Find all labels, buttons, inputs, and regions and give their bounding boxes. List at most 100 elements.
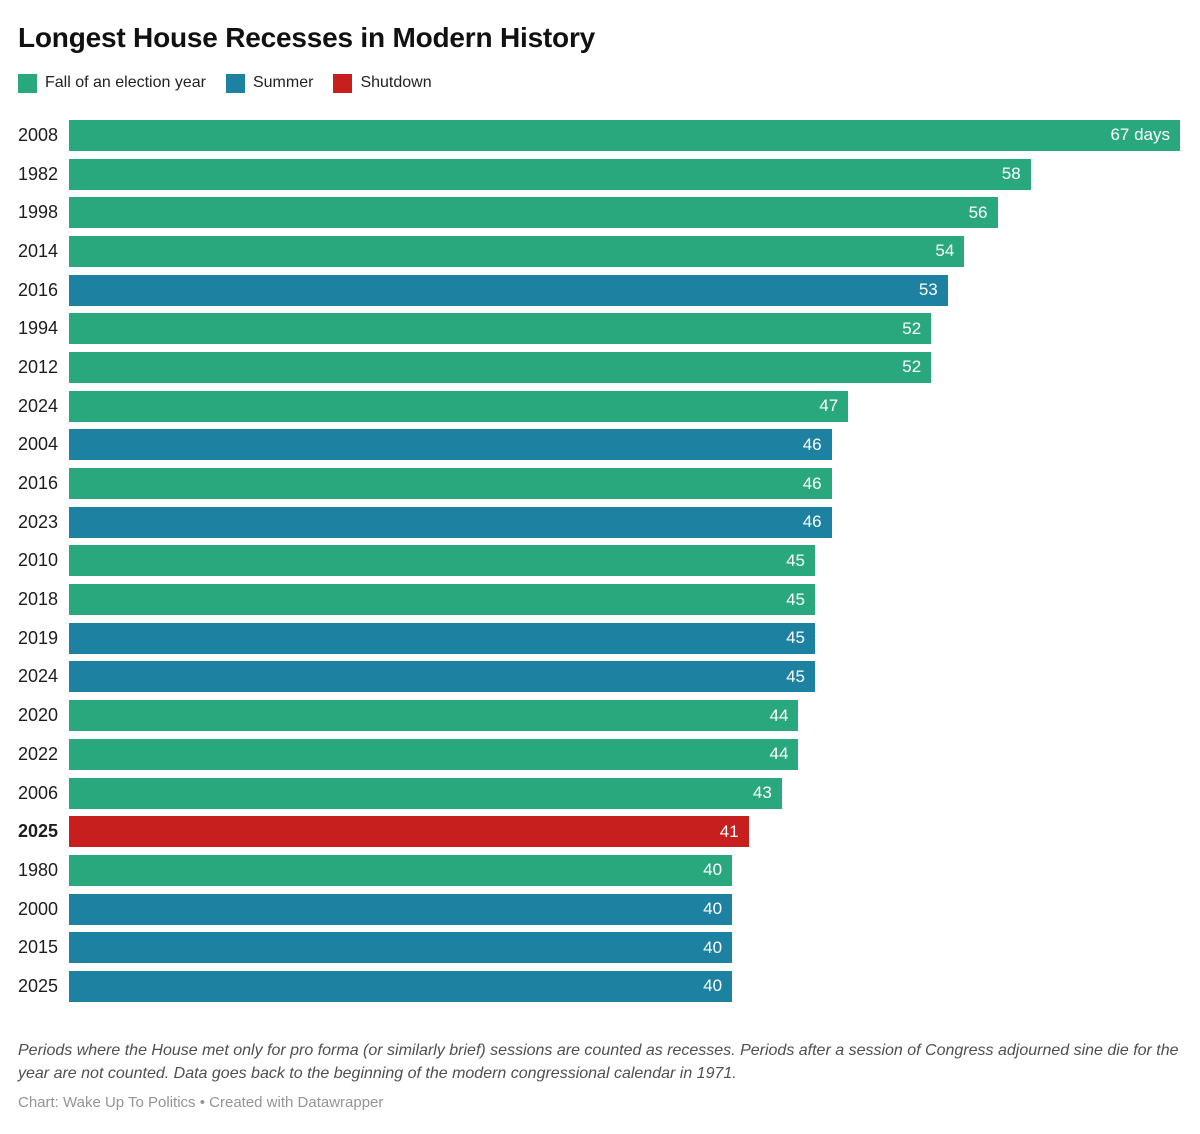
bar-value-label: 41 bbox=[719, 821, 739, 841]
bar-value-label: 67 days bbox=[1110, 125, 1170, 145]
bar[interactable]: 45 bbox=[68, 584, 816, 616]
bar[interactable]: 44 bbox=[68, 738, 799, 770]
chart-row: 2025 41 bbox=[18, 812, 1180, 851]
bar-value-label: 43 bbox=[752, 783, 772, 803]
bar[interactable]: 46 bbox=[68, 506, 832, 538]
chart-row: 2004 46 bbox=[18, 426, 1180, 465]
legend-swatch-icon bbox=[18, 73, 37, 93]
bar-value-label: 40 bbox=[703, 860, 723, 880]
year-label: 1998 bbox=[18, 202, 59, 223]
year-label: 2014 bbox=[18, 240, 59, 261]
year-label: 2006 bbox=[18, 782, 59, 803]
bar-track: 40 bbox=[68, 932, 1181, 964]
bar[interactable]: 52 bbox=[68, 313, 932, 345]
bar-track: 58 bbox=[68, 158, 1181, 190]
bar[interactable]: 40 bbox=[68, 932, 733, 964]
year-label: 2022 bbox=[18, 743, 59, 764]
bar-track: 44 bbox=[68, 738, 1181, 770]
chart-title: Longest House Recesses in Modern History bbox=[18, 22, 596, 53]
year-label: 2023 bbox=[18, 511, 59, 532]
year-label: 1980 bbox=[18, 859, 59, 880]
bar-value-label: 46 bbox=[802, 473, 822, 493]
bar[interactable]: 46 bbox=[68, 429, 832, 461]
bar[interactable]: 47 bbox=[68, 390, 849, 422]
bar-track: 53 bbox=[68, 274, 1181, 306]
bar-value-label: 44 bbox=[769, 705, 789, 725]
chart-note: Periods where the House met only for pro… bbox=[18, 1041, 1179, 1082]
chart-row: 1998 56 bbox=[18, 193, 1180, 232]
bar-value-label: 46 bbox=[802, 434, 822, 454]
bar[interactable]: 40 bbox=[68, 893, 733, 925]
year-label: 2016 bbox=[18, 473, 59, 494]
bar[interactable]: 58 bbox=[68, 158, 1031, 190]
chart-row: 2018 45 bbox=[18, 580, 1180, 619]
chart-row: 2019 45 bbox=[18, 619, 1180, 658]
chart-row: 2010 45 bbox=[18, 542, 1180, 581]
chart-row: 2016 46 bbox=[18, 464, 1180, 503]
bar[interactable]: 53 bbox=[68, 274, 948, 306]
bar-track: 47 bbox=[68, 390, 1181, 422]
bar[interactable]: 52 bbox=[68, 351, 932, 383]
bar-track: 43 bbox=[68, 777, 1181, 809]
legend-swatch-icon bbox=[333, 73, 353, 93]
bar-value-label: 45 bbox=[786, 550, 806, 570]
legend-item: Summer bbox=[225, 73, 314, 93]
year-label: 2024 bbox=[18, 395, 59, 416]
bar-track: 46 bbox=[68, 506, 1181, 538]
legend-swatch-icon bbox=[225, 73, 245, 93]
bar[interactable]: 40 bbox=[68, 970, 733, 1002]
bar[interactable]: 44 bbox=[68, 700, 799, 732]
bar-track: 54 bbox=[68, 235, 1181, 267]
bar[interactable]: 45 bbox=[68, 661, 816, 693]
chart-row: 1994 52 bbox=[18, 309, 1180, 348]
bar-track: 40 bbox=[68, 854, 1181, 886]
bar[interactable]: 43 bbox=[68, 777, 782, 809]
chart-row: 2022 44 bbox=[18, 735, 1180, 774]
bar-track: 45 bbox=[68, 661, 1181, 693]
bar-track: 44 bbox=[68, 700, 1181, 732]
bar[interactable]: 67 days bbox=[68, 119, 1180, 151]
bar-chart: 2008 67 days 1982 58 1998 56 2014 54 bbox=[18, 116, 1180, 1006]
chart-row: 2000 40 bbox=[18, 890, 1180, 929]
bar-value-label: 45 bbox=[786, 666, 806, 686]
bar[interactable]: 45 bbox=[68, 622, 816, 654]
bar[interactable]: 56 bbox=[68, 197, 998, 229]
year-label: 2020 bbox=[18, 705, 59, 726]
legend: Fall of an election year Summer Shutdown bbox=[18, 73, 1180, 93]
bar-value-label: 54 bbox=[935, 241, 955, 261]
bar-value-label: 40 bbox=[703, 937, 723, 957]
bar[interactable]: 45 bbox=[68, 545, 816, 577]
chart-row: 2024 47 bbox=[18, 387, 1180, 426]
year-label: 2019 bbox=[18, 627, 59, 648]
year-label: 2015 bbox=[18, 937, 59, 958]
chart-row: 2015 40 bbox=[18, 928, 1180, 967]
chart-row: 2024 45 bbox=[18, 658, 1180, 697]
legend-item: Shutdown bbox=[333, 73, 432, 93]
bar[interactable]: 46 bbox=[68, 468, 832, 500]
chart-row: 2025 40 bbox=[18, 967, 1180, 1006]
year-label: 2004 bbox=[18, 434, 59, 455]
bar-value-label: 56 bbox=[968, 202, 988, 222]
bar[interactable]: 54 bbox=[68, 235, 965, 267]
bar[interactable]: 40 bbox=[68, 854, 733, 886]
bar-track: 40 bbox=[68, 893, 1181, 925]
year-label: 2000 bbox=[18, 898, 59, 919]
chart-row: 2008 67 days bbox=[18, 116, 1180, 155]
bar-value-label: 46 bbox=[802, 512, 822, 532]
bar-track: 46 bbox=[68, 429, 1181, 461]
year-label: 2008 bbox=[18, 124, 59, 145]
bar-value-label: 52 bbox=[902, 318, 922, 338]
year-label: 2010 bbox=[18, 550, 59, 571]
legend-label: Summer bbox=[252, 74, 314, 91]
bar-track: 45 bbox=[68, 545, 1181, 577]
year-label: 2024 bbox=[18, 666, 59, 687]
bar-value-label: 45 bbox=[786, 628, 806, 648]
chart-row: 2014 54 bbox=[18, 232, 1180, 271]
bar-track: 56 bbox=[68, 197, 1181, 229]
year-label: 2012 bbox=[18, 356, 59, 377]
chart-credit: Chart: Wake Up To Politics • Created wit… bbox=[18, 1093, 384, 1111]
bar-value-label: 58 bbox=[1001, 164, 1021, 184]
bar[interactable]: 41 bbox=[68, 816, 749, 848]
bar-value-label: 47 bbox=[819, 396, 839, 416]
